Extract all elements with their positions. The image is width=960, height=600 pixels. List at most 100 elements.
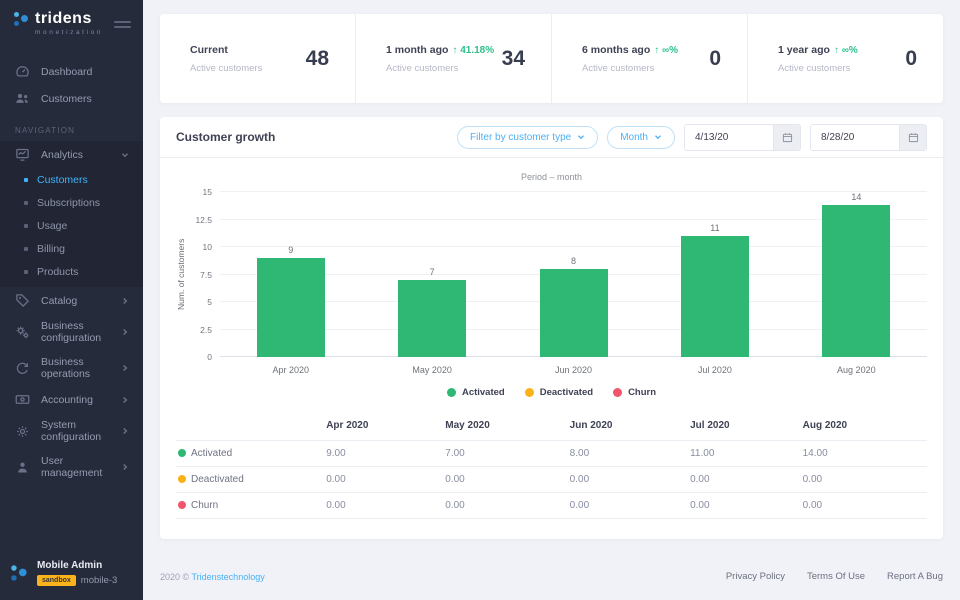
- stat-title: 1 year ago: [778, 43, 830, 56]
- terms-of-use-link[interactable]: Terms Of Use: [806, 571, 866, 582]
- sidebar-item-label: Business operations: [41, 356, 91, 380]
- sidebar-toggle-icon[interactable]: [114, 18, 131, 31]
- user-gear-icon: [18, 462, 27, 472]
- sidebar-item-label: Catalog: [41, 294, 78, 307]
- sidebar-item-customers[interactable]: Customers: [0, 85, 143, 112]
- chevron-right-icon: [123, 396, 128, 403]
- table-value-cell: 0.00: [445, 492, 570, 519]
- bar-segment[interactable]: [539, 269, 608, 357]
- sidebar-item-system-configuration[interactable]: System configuration: [0, 413, 143, 449]
- customer-growth-card: Customer growth Filter by customer type …: [160, 117, 943, 539]
- growth-table: Apr 2020 May 2020 Jun 2020 Jul 2020 Aug 2020…: [176, 414, 927, 519]
- sidebar-subitem-label: Usage: [37, 219, 68, 232]
- chart-title: Period – month: [520, 172, 583, 182]
- bullet-icon: [24, 223, 28, 228]
- legend-item[interactable]: Churn: [613, 387, 656, 398]
- sidebar-subitem-label: Billing: [37, 242, 66, 255]
- table-column-header: May 2020: [445, 420, 490, 431]
- sidebar-item-user-management[interactable]: User management: [0, 449, 143, 485]
- chart-legend: Activated Deactivated Churn: [176, 387, 927, 398]
- bar-column[interactable]: 9: [220, 192, 361, 357]
- sidebar-item-business-configuration[interactable]: Business configuration: [0, 314, 143, 350]
- legend-item[interactable]: Deactivated: [524, 387, 594, 398]
- table-value-cell: 0.00: [569, 492, 691, 519]
- bar-segment[interactable]: [398, 280, 467, 357]
- sidebar-subitem-label: Subscriptions: [37, 196, 101, 209]
- environment-name: mobile-3: [80, 575, 118, 586]
- legend-label: Activated: [461, 387, 505, 398]
- chevron-right-icon: [123, 364, 128, 372]
- stat-subtitle: Active customers: [386, 62, 459, 74]
- user-logo-icon: [11, 563, 29, 583]
- sidebar-subitem-label: Products: [37, 265, 79, 278]
- customer-type-filter[interactable]: Filter by customer type: [457, 125, 599, 149]
- brand-tagline: monetization: [35, 29, 104, 36]
- table-header-empty: [176, 414, 326, 441]
- series-name-cell: Deactivated: [176, 466, 327, 493]
- date-to-input[interactable]: [811, 124, 899, 150]
- page-footer: 2020 © Tridenstechnology Privacy Policy …: [160, 563, 943, 592]
- bar-column[interactable]: 8: [503, 192, 644, 357]
- gridline: [220, 191, 927, 192]
- bar-value-label: 8: [571, 256, 577, 266]
- table-value-cell: 14.00: [802, 440, 927, 467]
- date-from-group: [684, 123, 801, 151]
- sidebar-subitem-products[interactable]: Products: [0, 260, 143, 283]
- sidebar-item-label: User management: [41, 455, 103, 479]
- analytics-group: Analytics Customers Subscriptions Usage …: [0, 141, 143, 287]
- bar-column[interactable]: 14: [786, 192, 927, 357]
- brand[interactable]: tridens monetization: [0, 0, 143, 42]
- legend-label: Churn: [628, 387, 657, 398]
- table-value-cell: 0.00: [690, 492, 803, 519]
- stat-title: 6 months ago: [582, 43, 651, 56]
- sidebar-item-dashboard[interactable]: Dashboard: [0, 58, 143, 85]
- x-axis-label: Jun 2020: [554, 365, 593, 375]
- table-column-header: Jul 2020: [690, 420, 730, 431]
- date-from-input[interactable]: [685, 124, 773, 150]
- bar-column[interactable]: 11: [644, 192, 785, 357]
- sidebar-item-business-operations[interactable]: Business operations: [0, 350, 143, 386]
- analytics-icon: [16, 148, 29, 161]
- sidebar-item-label: System configuration: [41, 419, 102, 443]
- sidebar-subitem-customers[interactable]: Customers: [0, 168, 143, 191]
- bar-column[interactable]: 7: [361, 192, 502, 357]
- brand-name: tridens: [35, 10, 92, 27]
- stat-value: 0: [709, 46, 721, 70]
- bar-segment[interactable]: [822, 205, 891, 357]
- calendar-button[interactable]: [773, 124, 800, 150]
- legend-label: Deactivated: [539, 387, 594, 398]
- sidebar-user[interactable]: Mobile Admin sandbox mobile-3: [0, 550, 143, 600]
- table-column-header: Jun 2020: [569, 420, 613, 431]
- series-dot-icon: [178, 475, 186, 483]
- sidebar-item-catalog[interactable]: Catalog: [0, 287, 143, 314]
- sidebar-item-label: Analytics: [41, 148, 84, 161]
- legend-dot-icon: [613, 388, 623, 397]
- sandbox-badge: sandbox: [37, 575, 76, 586]
- period-filter[interactable]: Month: [607, 125, 675, 149]
- bar-value-label: 11: [710, 223, 720, 233]
- calendar-button[interactable]: [899, 124, 926, 150]
- users-icon: [16, 93, 28, 103]
- bar-segment[interactable]: [256, 258, 325, 357]
- gridline: [220, 218, 927, 220]
- stat-subtitle: Active customers: [778, 62, 851, 74]
- table-value-cell: 9.00: [326, 440, 446, 467]
- sidebar-subitem-billing[interactable]: Billing: [0, 237, 143, 260]
- sidebar-subitem-label: Customers: [37, 173, 88, 186]
- chevron-right-icon: [123, 297, 128, 304]
- bar-segment[interactable]: [680, 236, 749, 357]
- sidebar-subitem-usage[interactable]: Usage: [0, 214, 143, 237]
- brand-logo-icon: [14, 10, 30, 28]
- card-title: Customer growth: [176, 130, 276, 144]
- table-value-cell: 0.00: [802, 466, 927, 493]
- legend-item[interactable]: Activated: [446, 387, 505, 398]
- sidebar-item-accounting[interactable]: Accounting: [0, 386, 143, 413]
- report-a-bug-link[interactable]: Report A Bug: [887, 571, 943, 582]
- stat-1-year-ago: 1 year ago ↑ ∞% Active customers 0: [747, 14, 943, 103]
- calendar-icon: [908, 132, 918, 142]
- privacy-policy-link[interactable]: Privacy Policy: [725, 571, 785, 582]
- sidebar-subitem-subscriptions[interactable]: Subscriptions: [0, 191, 143, 214]
- copyright-link[interactable]: Tridenstechnology: [191, 571, 265, 582]
- sidebar-item-analytics[interactable]: Analytics: [0, 141, 143, 168]
- copyright: 2020 © Tridenstechnology: [160, 571, 265, 582]
